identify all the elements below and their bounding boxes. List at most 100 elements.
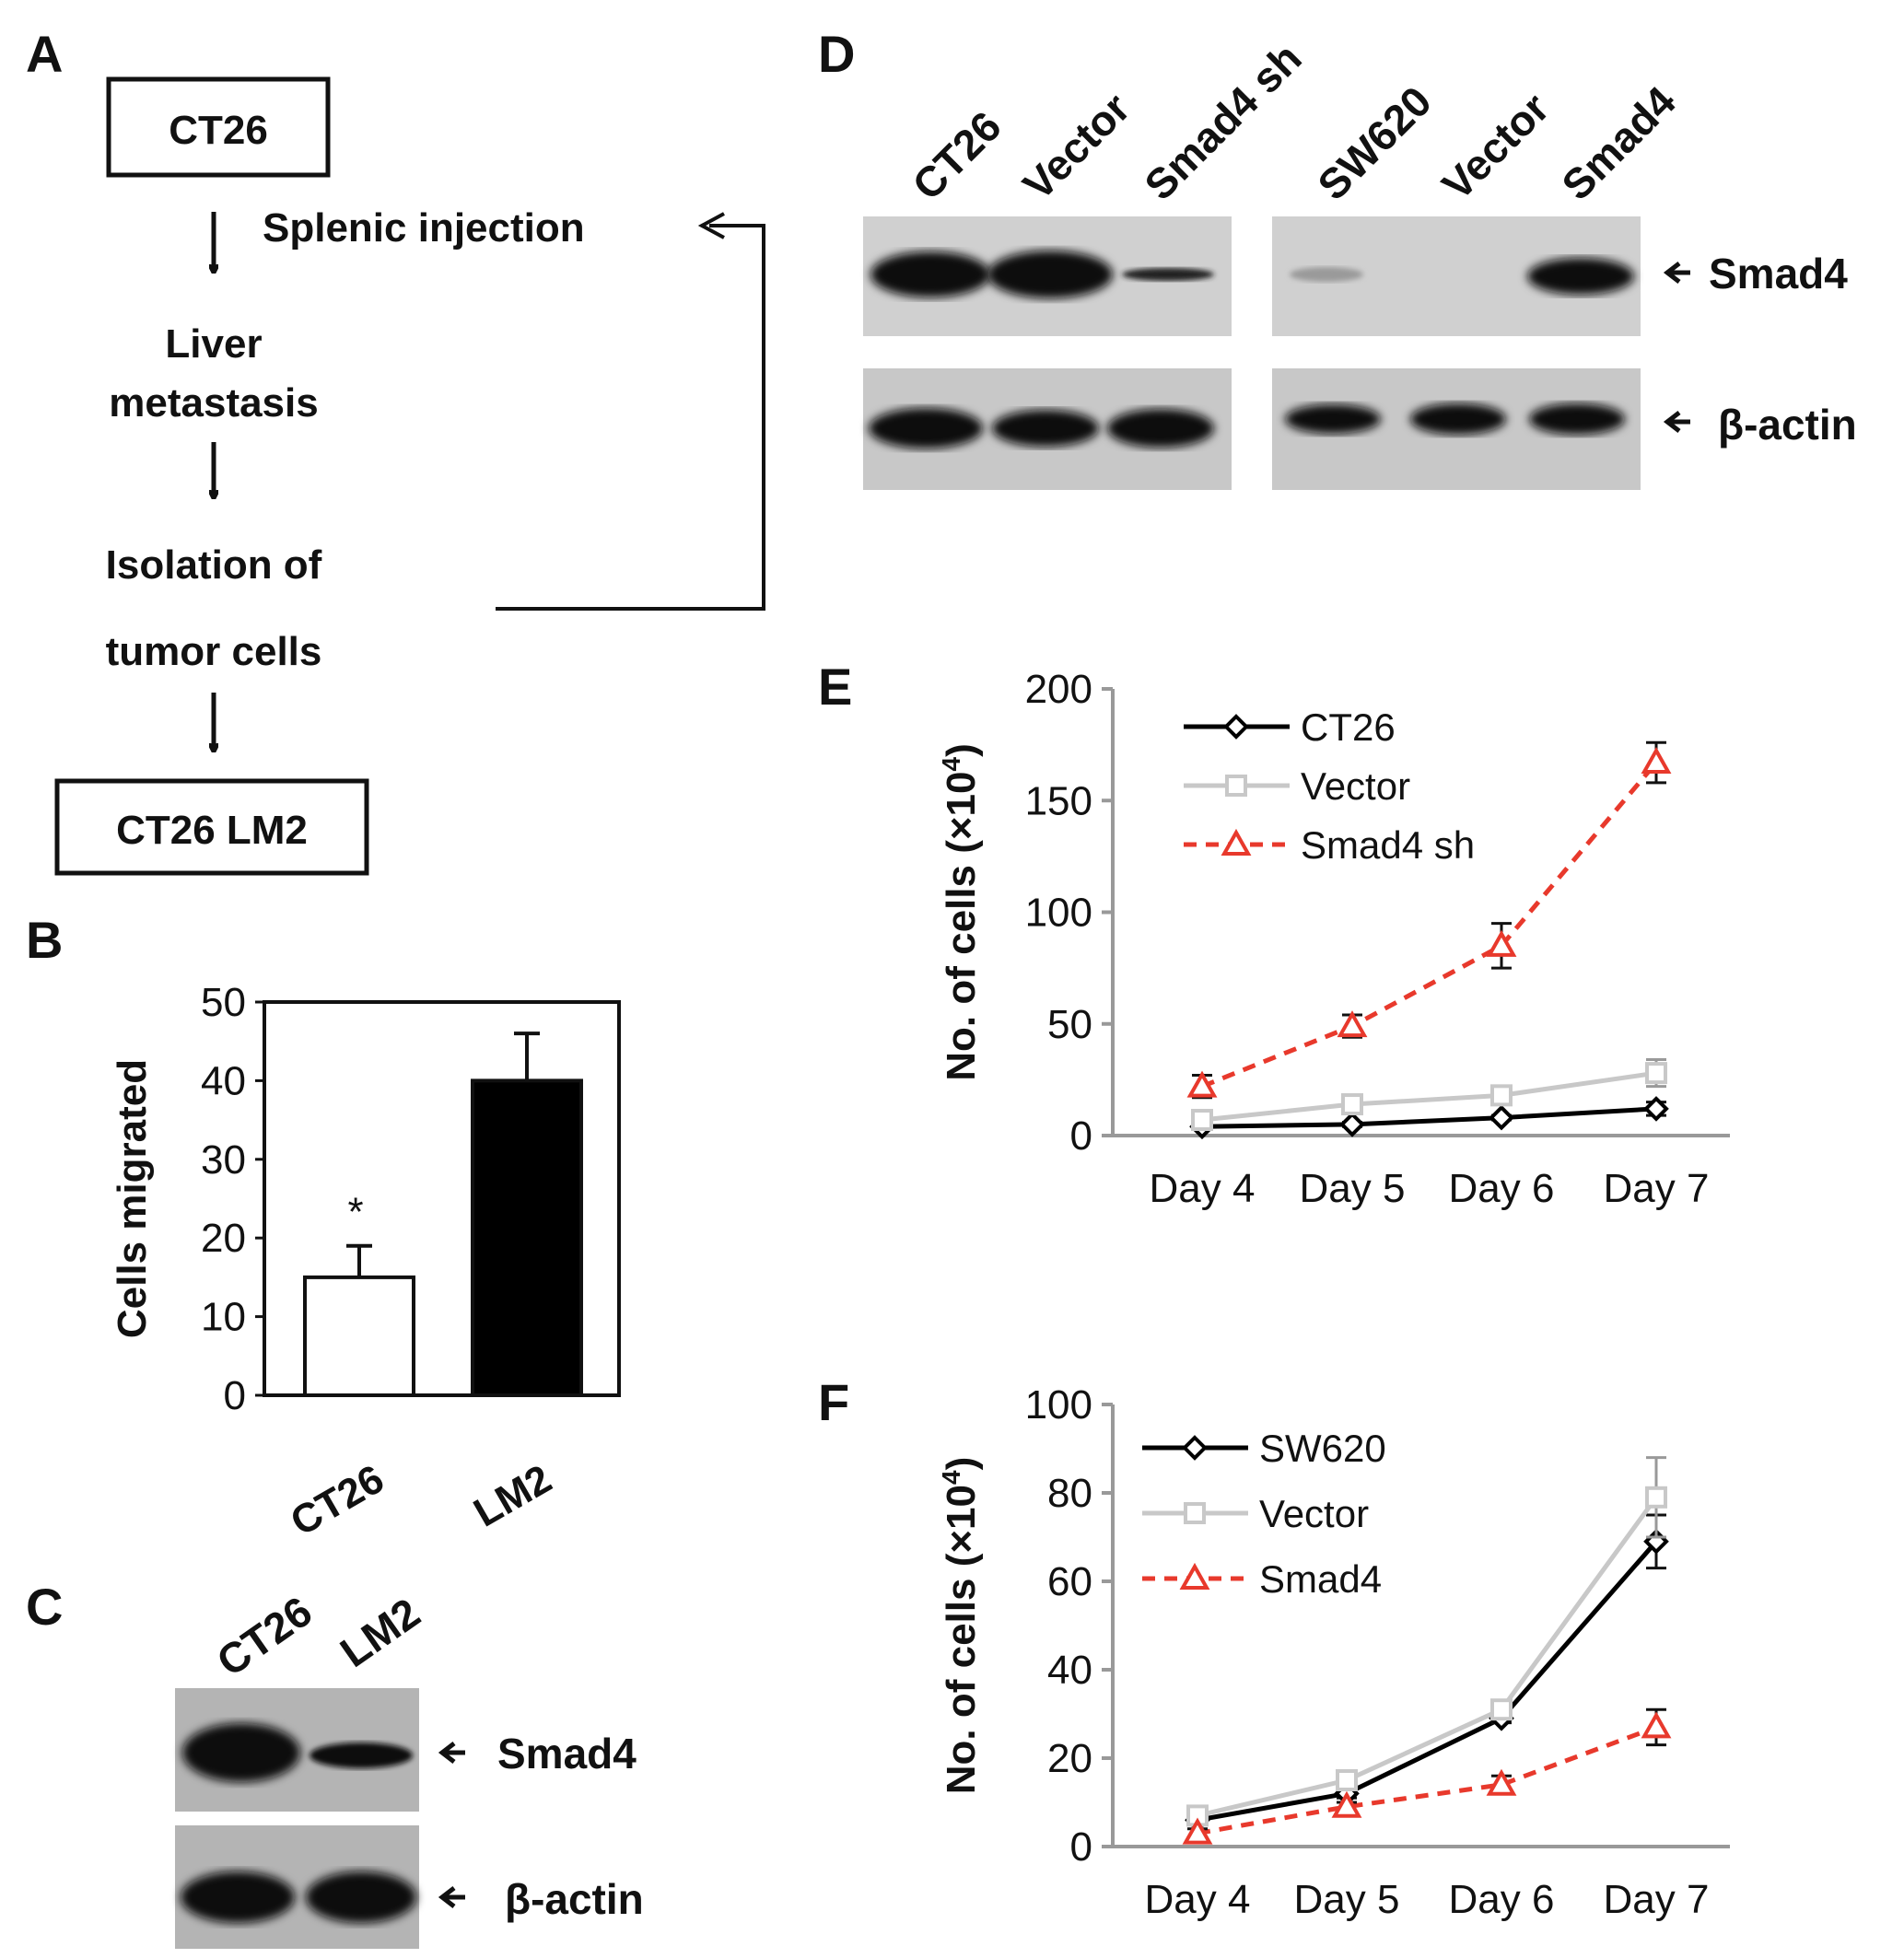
blot-d-band-actin-vector <box>992 410 1099 447</box>
blot-d-smad4-label: Smad4 <box>1709 250 1848 297</box>
blot-c-actin-band-ct26 <box>181 1871 295 1923</box>
series-line <box>1201 1070 1657 1123</box>
data-point <box>1184 1502 1206 1524</box>
blot-d-lane-smad4-sh: Smad4 sh <box>1135 34 1310 209</box>
legend-label: Smad4 <box>1259 1557 1382 1601</box>
y-tick-label: 40 <box>201 1058 246 1103</box>
blot-c-lane-lm2: LM2 <box>332 1589 428 1676</box>
blot-d-band-actin-sh <box>1107 409 1214 448</box>
y-tick-label: 30 <box>201 1137 246 1183</box>
legend-label: Smad4 sh <box>1301 823 1475 867</box>
legend-label: CT26 <box>1301 705 1396 749</box>
blot-d-band-actin-smad4 <box>1529 403 1625 435</box>
blot-c-lane-ct26: CT26 <box>208 1587 321 1685</box>
series-smad4 <box>1182 1707 1672 1845</box>
x-tick-label: Day 7 <box>1604 1877 1710 1922</box>
flow-loop-arrowhead <box>697 212 725 239</box>
series-vector <box>1191 1058 1667 1132</box>
x-category-label: LM2 <box>466 1456 559 1535</box>
flow-loop-line <box>496 224 765 611</box>
blot-c-actin-band-lm2 <box>306 1871 416 1923</box>
flow-box-ct26-lm2 <box>54 778 369 876</box>
data-point <box>1221 828 1252 856</box>
plot-frame-b <box>263 1000 621 1397</box>
y-axis-title: Cells migrated <box>110 1059 155 1338</box>
panel-b: B 0 10 20 30 40 50 Cells migrated CT26 LM2 * <box>26 911 621 1544</box>
data-point <box>1489 1104 1514 1131</box>
y-tick-label: 150 <box>1025 778 1092 823</box>
data-point <box>1486 1768 1517 1796</box>
y-tick-label: 100 <box>1025 1382 1092 1428</box>
bar-ct26 <box>303 1275 415 1398</box>
data-point <box>1341 1093 1363 1116</box>
x-tick-label: Day 5 <box>1300 1166 1406 1211</box>
line-chart-f: 0 20 40 60 80 100 Day 4 Day 5 Day 6 Day 7 No. of c… <box>937 1382 1730 1922</box>
data-point <box>1645 1486 1667 1509</box>
bar-lm2 <box>471 1078 583 1398</box>
y-tick-label: 80 <box>1047 1471 1092 1516</box>
y-tick-label: 50 <box>1047 1002 1092 1047</box>
blot-c-smad4-label: Smad4 <box>497 1730 637 1777</box>
panel-c-letter: C <box>26 1578 63 1636</box>
y-tick-label: 200 <box>1025 667 1092 712</box>
x-tick-label: Day 7 <box>1604 1166 1710 1211</box>
blot-d-band-actin-vector-2 <box>1410 403 1506 435</box>
blot-d-band-smad4-ct26 <box>870 251 990 297</box>
panel-f-letter: F <box>818 1373 849 1431</box>
y-tick-label: 60 <box>1047 1559 1092 1604</box>
x-category-label: CT26 <box>283 1456 391 1544</box>
blot-d-lane-vector-2: Vector <box>1432 84 1558 209</box>
flow-step-tumor-cells: tumor cells <box>106 629 322 674</box>
y-tick-label: 0 <box>1070 1824 1092 1870</box>
data-point <box>1490 1698 1513 1721</box>
series-line <box>1201 761 1658 1089</box>
y-tick-label: 0 <box>1070 1113 1092 1159</box>
panel-d: D CT26 Vector Smad4 sh SW620 Vector Smad… <box>818 25 1857 490</box>
blot-c-smad4-band-lm2 <box>310 1742 413 1768</box>
data-point <box>1191 1109 1213 1132</box>
x-tick-label: Day 5 <box>1294 1877 1400 1922</box>
blot-d-band-smad4-sh <box>1122 268 1214 281</box>
blot-d-lane-smad4: Smad4 <box>1552 76 1685 209</box>
y-tick-label: 10 <box>201 1295 246 1340</box>
flow-box-ct26 <box>106 76 331 178</box>
y-tick-label: 20 <box>201 1216 246 1261</box>
panel-c: C CT26 LM2 Smad4 β-actin <box>26 1578 644 1949</box>
blot-d-band-smad4-sw620 <box>1290 267 1363 282</box>
blot-d-smad4-arrow <box>1663 262 1690 284</box>
panel-a-letter: A <box>26 25 63 83</box>
legend-label: Vector <box>1259 1492 1369 1535</box>
data-point <box>1645 1062 1667 1085</box>
legend-label: SW620 <box>1259 1427 1386 1470</box>
data-point <box>1337 1010 1368 1038</box>
x-tick-label: Day 6 <box>1449 1166 1555 1211</box>
series-ct26 <box>1189 1096 1669 1140</box>
data-point <box>1182 1817 1213 1845</box>
data-point <box>1641 746 1672 775</box>
data-point <box>1182 1435 1208 1461</box>
flow-step-metastasis: metastasis <box>109 380 318 425</box>
panel-e: E 0 50 100 150 200 Day 4 Day 5 Day 6 Day 7 No. of… <box>818 658 1730 1211</box>
y-axis-title: No. of cells (×104) <box>937 743 984 1080</box>
series-line <box>1201 1106 1657 1129</box>
x-tick-label: Day 4 <box>1150 1166 1256 1211</box>
flow-step-splenic-injection: Splenic injection <box>263 205 585 251</box>
data-point <box>1643 1096 1669 1122</box>
y-tick-label: 40 <box>1047 1648 1092 1693</box>
data-point <box>1186 1070 1218 1098</box>
data-point <box>1641 1711 1672 1739</box>
line-chart-e: 0 50 100 150 200 Day 4 Day 5 Day 6 Day 7 No. of c… <box>937 667 1730 1211</box>
data-point <box>1225 775 1247 797</box>
series-line <box>1197 1725 1657 1836</box>
blot-d-band-smad4-vector <box>987 251 1113 298</box>
significance-star: * <box>347 1190 363 1235</box>
legend-label: Vector <box>1301 764 1410 808</box>
x-tick-label: Day 4 <box>1145 1877 1251 1922</box>
flow-step-isolation: Isolation of <box>106 542 322 588</box>
blot-c-actin-label: β-actin <box>505 1875 644 1923</box>
blot-d-band-actin-sw620 <box>1285 404 1381 434</box>
data-point <box>1336 1769 1358 1791</box>
bar-chart-b: 0 10 20 30 40 50 Cells migrated CT26 LM2 * <box>110 980 621 1544</box>
panel-b-letter: B <box>26 911 63 969</box>
flow-box-ct26-lm2-label: CT26 LM2 <box>116 808 308 853</box>
